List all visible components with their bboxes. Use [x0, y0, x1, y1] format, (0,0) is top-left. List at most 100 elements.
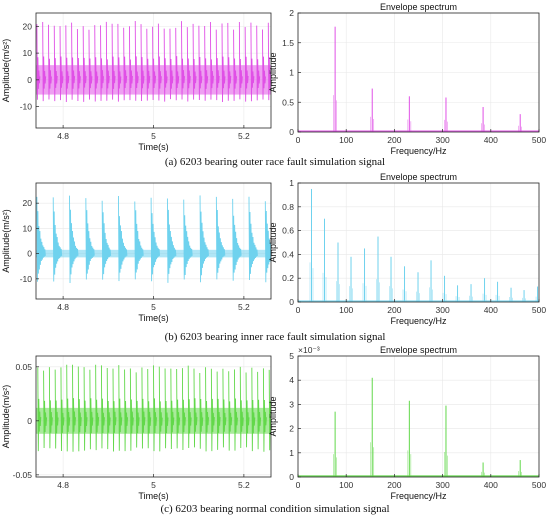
- signal-impulse: [262, 29, 266, 100]
- signal-impulse: [76, 29, 81, 102]
- signal-impulse: [268, 369, 271, 451]
- x-tick-label: 300: [436, 480, 450, 490]
- x-tick-label: 4.8: [57, 131, 69, 141]
- signal-impulse: [186, 27, 191, 102]
- signal-impulse: [66, 364, 71, 452]
- signal-impulse: [251, 367, 256, 452]
- signal-impulse: [244, 26, 249, 102]
- plot-title: Envelope spectrum: [380, 2, 457, 12]
- y-axis-label: Amplitude: [268, 222, 278, 262]
- y-tick-label: 0: [289, 297, 294, 307]
- signal-impulse: [239, 366, 244, 449]
- y-axis-label: Amplitude: [268, 52, 278, 92]
- x-tick-label: 200: [387, 480, 401, 490]
- y-tick-label: 2: [289, 424, 294, 434]
- signal-impulse: [48, 367, 53, 449]
- signal-impulse: [112, 368, 117, 452]
- y-tick-label: 1: [289, 448, 294, 458]
- y-tick-label: 0.4: [282, 249, 294, 259]
- plot-frame: [297, 182, 540, 303]
- signal-impulse: [69, 195, 79, 283]
- y-tick-label: -10: [20, 102, 33, 112]
- signal-impulse: [141, 367, 146, 449]
- y-tick-label: 0: [289, 472, 294, 482]
- signal-impulse: [153, 365, 157, 452]
- signal-impulse: [147, 369, 152, 449]
- x-tick-label: 0: [296, 480, 301, 490]
- signal-impulse: [198, 25, 203, 100]
- signal-impulse: [60, 367, 65, 452]
- y-tick-label: -0.05: [13, 470, 33, 480]
- signal-impulse: [233, 29, 238, 101]
- signal-impulse: [117, 23, 122, 102]
- signal-impulse: [199, 372, 204, 449]
- signal-impulse: [209, 22, 214, 100]
- signal-impulse: [227, 22, 232, 101]
- y-tick-label: 0: [289, 127, 294, 137]
- signal-impulse: [257, 371, 262, 450]
- x-axis-label: Frequency/Hz: [390, 146, 447, 156]
- x-tick-label: 5.2: [238, 480, 250, 490]
- signal-impulse: [124, 369, 129, 452]
- signal-impulse: [222, 368, 227, 448]
- signal-impulse: [158, 366, 163, 452]
- y-exponent-label: ×10⁻³: [298, 345, 320, 355]
- signal-impulse: [71, 22, 76, 100]
- signal-impulse: [105, 21, 110, 101]
- signal-impulse: [166, 198, 177, 283]
- signal-impulse: [65, 25, 70, 102]
- y-tick-label: 3: [289, 399, 294, 409]
- x-tick-label: 400: [484, 305, 498, 315]
- signal-impulse: [54, 369, 59, 449]
- plot-frame: [297, 355, 540, 478]
- signal-impulse: [175, 27, 180, 101]
- signal-impulse: [129, 368, 134, 451]
- y-tick-label: 1: [289, 68, 294, 78]
- signal-impulse: [205, 367, 210, 452]
- x-tick-label: 0: [296, 305, 301, 315]
- signal-impulse: [170, 368, 175, 450]
- y-tick-label: 0: [27, 75, 32, 85]
- x-tick-label: 400: [484, 135, 498, 145]
- signal-impulse: [152, 26, 157, 100]
- plot-title: Envelope spectrum: [380, 345, 457, 355]
- signal-impulse: [169, 28, 174, 100]
- x-axis-label: Frequency/Hz: [390, 491, 447, 501]
- y-tick-label: 10: [23, 48, 33, 58]
- x-tick-label: 100: [339, 305, 353, 315]
- y-axis-label: Amplitude(m/s²): [1, 385, 11, 449]
- signal-impulse: [135, 372, 140, 448]
- signal-impulse: [37, 367, 42, 452]
- caption-a: (a) 6203 bearing outer race fault simula…: [164, 156, 386, 168]
- signal-impulse: [123, 27, 128, 101]
- spectrum-plot-b-spectrum: 0 100 200 300 400 500 0 0.2 0.4 0.6 0.8 1 Frequency/…: [268, 172, 546, 326]
- x-tick-label: 5.2: [238, 131, 250, 141]
- signal-impulse: [221, 23, 226, 103]
- y-tick-label: 1: [289, 178, 294, 188]
- signal-impulse: [262, 368, 267, 452]
- x-tick-label: 200: [387, 305, 401, 315]
- spectrum-plot-a-spectrum: 0 100 200 300 400 500 0 0.5 1 1.5 2 Frequency/Hz Amp…: [268, 2, 546, 156]
- signal-impulse: [215, 29, 220, 101]
- signal-impulse: [176, 368, 181, 449]
- signal-impulse: [106, 367, 111, 450]
- y-tick-label: 0.5: [282, 97, 294, 107]
- x-tick-label: 500: [532, 305, 546, 315]
- signal-impulse: [193, 368, 198, 448]
- y-tick-label: 2: [289, 8, 294, 18]
- y-tick-label: 20: [23, 21, 33, 31]
- x-tick-label: 4.8: [57, 480, 69, 490]
- signal-impulse: [59, 26, 64, 101]
- signal-impulse: [82, 26, 87, 102]
- signal-impulse: [216, 371, 221, 450]
- y-tick-label: -10: [20, 274, 33, 284]
- signal-impulse: [94, 25, 99, 102]
- signal-impulse: [248, 196, 258, 281]
- x-tick-label: 5: [151, 302, 156, 312]
- x-tick-label: 5: [151, 131, 156, 141]
- caption-c: (c) 6203 bearing normal condition simula…: [160, 503, 390, 515]
- signal-impulse: [150, 197, 161, 282]
- y-axis-label: Amplitude: [268, 396, 278, 436]
- y-tick-label: 0.8: [282, 202, 294, 212]
- signal-impulse: [53, 25, 58, 102]
